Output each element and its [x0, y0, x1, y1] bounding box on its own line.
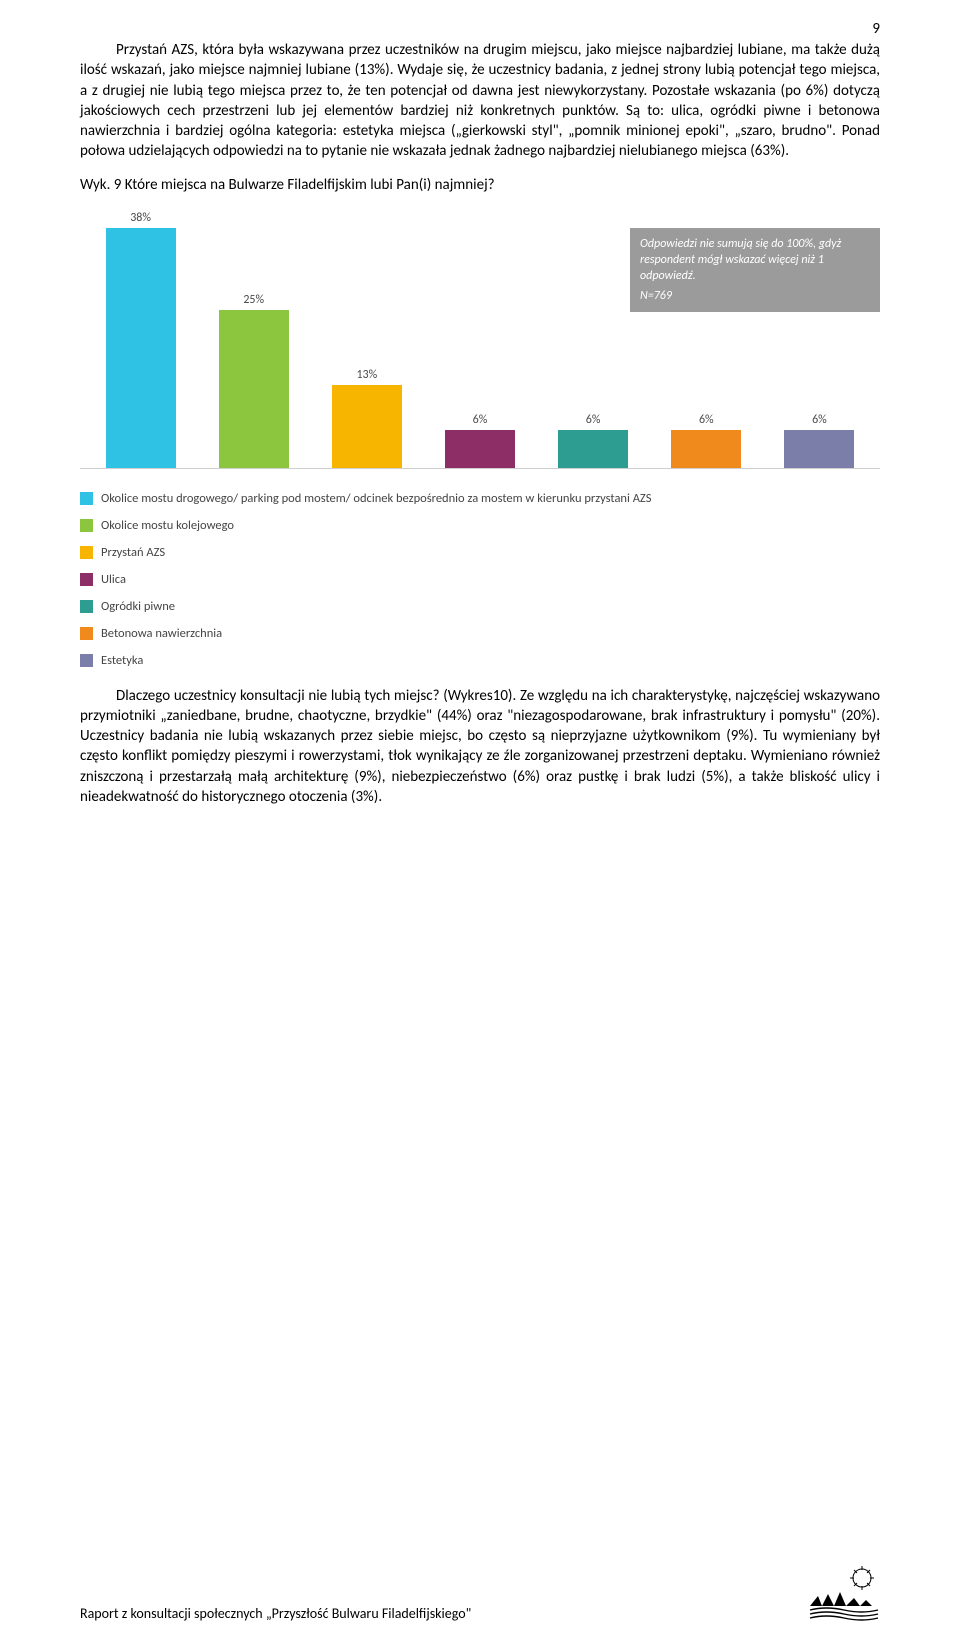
bar	[784, 430, 854, 468]
legend-swatch	[80, 600, 93, 613]
legend-label: Ogródki piwne	[101, 599, 175, 614]
legend-label: Okolice mostu kolejowego	[101, 518, 234, 533]
legend-item: Betonowa nawierzchnia	[80, 626, 880, 641]
chart-legend: Okolice mostu drogowego/ parking pod mos…	[80, 491, 880, 668]
page-footer: Raport z konsultacji społecznych „Przysz…	[80, 1566, 880, 1622]
bar-value-label: 6%	[699, 413, 714, 427]
bar	[219, 310, 289, 468]
legend-label: Okolice mostu drogowego/ parking pod mos…	[101, 491, 652, 506]
bar-col: 25%	[197, 208, 310, 468]
bar-col: 38%	[84, 208, 197, 468]
legend-swatch	[80, 654, 93, 667]
chart-title: Wyk. 9 Które miejsca na Bulwarze Filadel…	[80, 176, 880, 194]
bar-value-label: 6%	[473, 413, 488, 427]
legend-label: Estetyka	[101, 653, 143, 668]
legend-swatch	[80, 492, 93, 505]
legend-item: Ulica	[80, 572, 880, 587]
paragraph-1: Przystań AZS, która była wskazywana prze…	[80, 40, 880, 162]
legend-swatch	[80, 627, 93, 640]
legend-label: Przystań AZS	[101, 545, 165, 560]
bar	[445, 430, 515, 468]
chart-note: Odpowiedzi nie sumują się do 100%, gdyż …	[630, 228, 880, 313]
legend-item: Okolice mostu kolejowego	[80, 518, 880, 533]
legend-item: Estetyka	[80, 653, 880, 668]
chart-9: Odpowiedzi nie sumują się do 100%, gdyż …	[80, 208, 880, 469]
bar-value-label: 6%	[812, 413, 827, 427]
legend-swatch	[80, 519, 93, 532]
bar	[558, 430, 628, 468]
page-number: 9	[872, 20, 880, 38]
legend-swatch	[80, 573, 93, 586]
legend-label: Ulica	[101, 572, 126, 587]
bar-col: 13%	[310, 208, 423, 468]
bar	[106, 228, 176, 468]
legend-item: Przystań AZS	[80, 545, 880, 560]
chart-baseline	[80, 468, 880, 469]
bar	[671, 430, 741, 468]
bar-col: 6%	[423, 208, 536, 468]
bar-value-label: 13%	[356, 368, 377, 382]
footer-text: Raport z konsultacji społecznych „Przysz…	[80, 1605, 471, 1622]
legend-item: Ogródki piwne	[80, 599, 880, 614]
bar-value-label: 6%	[586, 413, 601, 427]
legend-swatch	[80, 546, 93, 559]
chart-note-line2: N=769	[640, 288, 870, 304]
bar-value-label: 25%	[243, 293, 264, 307]
city-logo-icon	[808, 1566, 880, 1622]
legend-label: Betonowa nawierzchnia	[101, 626, 222, 641]
paragraph-2: Dlaczego uczestnicy konsultacji nie lubi…	[80, 686, 880, 808]
bar	[332, 385, 402, 467]
legend-item: Okolice mostu drogowego/ parking pod mos…	[80, 491, 880, 506]
bar-value-label: 38%	[130, 211, 151, 225]
chart-note-line1: Odpowiedzi nie sumują się do 100%, gdyż …	[640, 236, 870, 285]
